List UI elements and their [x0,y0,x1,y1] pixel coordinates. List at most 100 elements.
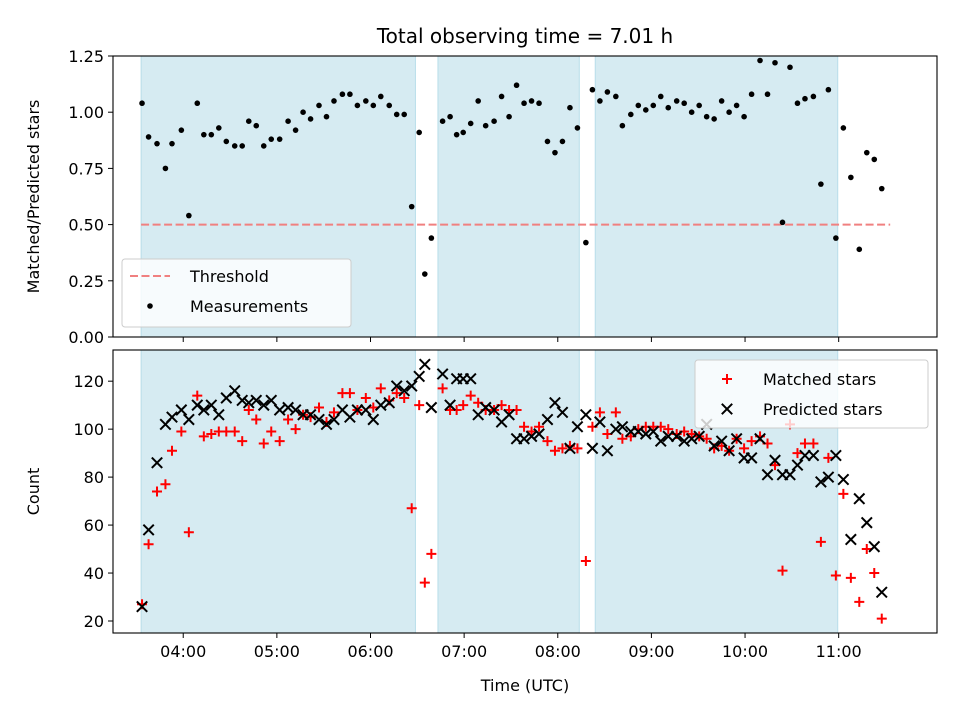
data-point [635,102,642,109]
y-tick-label: 1.25 [68,47,104,66]
data-point [572,443,583,454]
data-point [223,138,230,145]
data-point [506,113,512,120]
data-point [401,111,408,118]
data-point [792,448,803,459]
data-point [447,113,453,120]
data-point [257,399,270,412]
x-tick-label: 07:00 [441,642,487,661]
data-point [182,413,195,426]
data-point [383,396,396,409]
data-point [616,420,629,433]
data-point [274,436,285,447]
data-point [439,118,446,124]
data-point [777,565,788,576]
data-point [176,426,187,437]
counts-panel: 20 40 60 80 100 120 04:00 05:00 06:00 07:00 08:00 0… [24,349,938,695]
data-point [559,138,566,145]
data-point [794,100,801,107]
data-point [292,127,299,133]
panels: 0.00 0.25 0.50 0.75 1.00 1.25 Matched/Predicte… [24,47,938,695]
data-point [368,402,379,413]
axes-frame [112,55,938,338]
data-point [488,404,501,416]
data-point [467,120,474,127]
observing-interval-band [437,349,580,634]
data-point [787,64,793,71]
data-point [526,426,537,437]
data-point [491,118,497,124]
data-point [406,503,417,514]
data-point [726,109,732,115]
data-point [571,420,584,433]
data-point [347,91,353,98]
data-point [525,430,538,443]
data-point [166,411,178,424]
data-point [339,91,346,98]
data-point [693,430,706,443]
data-point [536,100,542,107]
data-point [654,435,667,448]
data-point [451,404,462,415]
data-point [367,413,380,426]
data-point [154,140,160,147]
data-point [741,113,747,120]
x-tick-label: 09:00 [628,642,674,661]
data-point [374,399,387,412]
data-point [642,107,649,113]
data-point [617,433,628,444]
data-point [183,527,194,538]
data-point [453,131,460,138]
data-point [236,394,249,407]
data-point [586,442,599,455]
data-point [708,440,721,452]
data-point [739,443,750,454]
data-point [398,384,411,397]
data-point [197,404,210,416]
legend-label: Matched stars [763,370,876,389]
data-point [289,404,302,416]
data-point [206,428,217,439]
ratio-panel: 0.00 0.25 0.50 0.75 1.00 1.25 Matched/Predicte… [24,47,938,347]
y-tick-label: 1.00 [68,103,104,122]
y-tick-label: 120 [73,372,104,391]
data-point [198,431,209,442]
data-point [619,122,626,129]
legend-label: Measurements [190,297,308,316]
data-point [363,98,369,104]
data-point [579,408,592,421]
data-point [393,111,400,118]
data-point [265,394,278,407]
series-predicted-stars [136,358,888,613]
y-tick-label: 0.25 [68,272,104,291]
x-tick-label: 10:00 [722,642,768,661]
data-point [597,98,603,104]
data-point [552,149,558,156]
data-point [610,407,621,418]
data-point [696,102,702,109]
data-point [632,425,645,438]
data-point [479,401,492,414]
data-point [208,131,215,138]
data-point [757,57,763,64]
y-axis-label: Count [24,468,43,516]
data-point [601,444,614,457]
y-tick-label: 40 [84,564,104,583]
data-point [802,95,808,102]
y-tick-label: 60 [84,516,104,535]
data-point [314,402,324,413]
data-point [863,149,870,156]
data-point [260,143,267,149]
data-point [250,394,263,407]
data-point [840,125,847,131]
data-point [837,473,850,486]
data-point [285,118,291,124]
data-point [703,113,710,120]
legend: Threshold Measurements [121,258,352,328]
data-point [498,93,505,100]
data-point [351,404,364,416]
data-point [715,435,728,448]
data-point [748,91,755,98]
data-point [475,98,481,104]
